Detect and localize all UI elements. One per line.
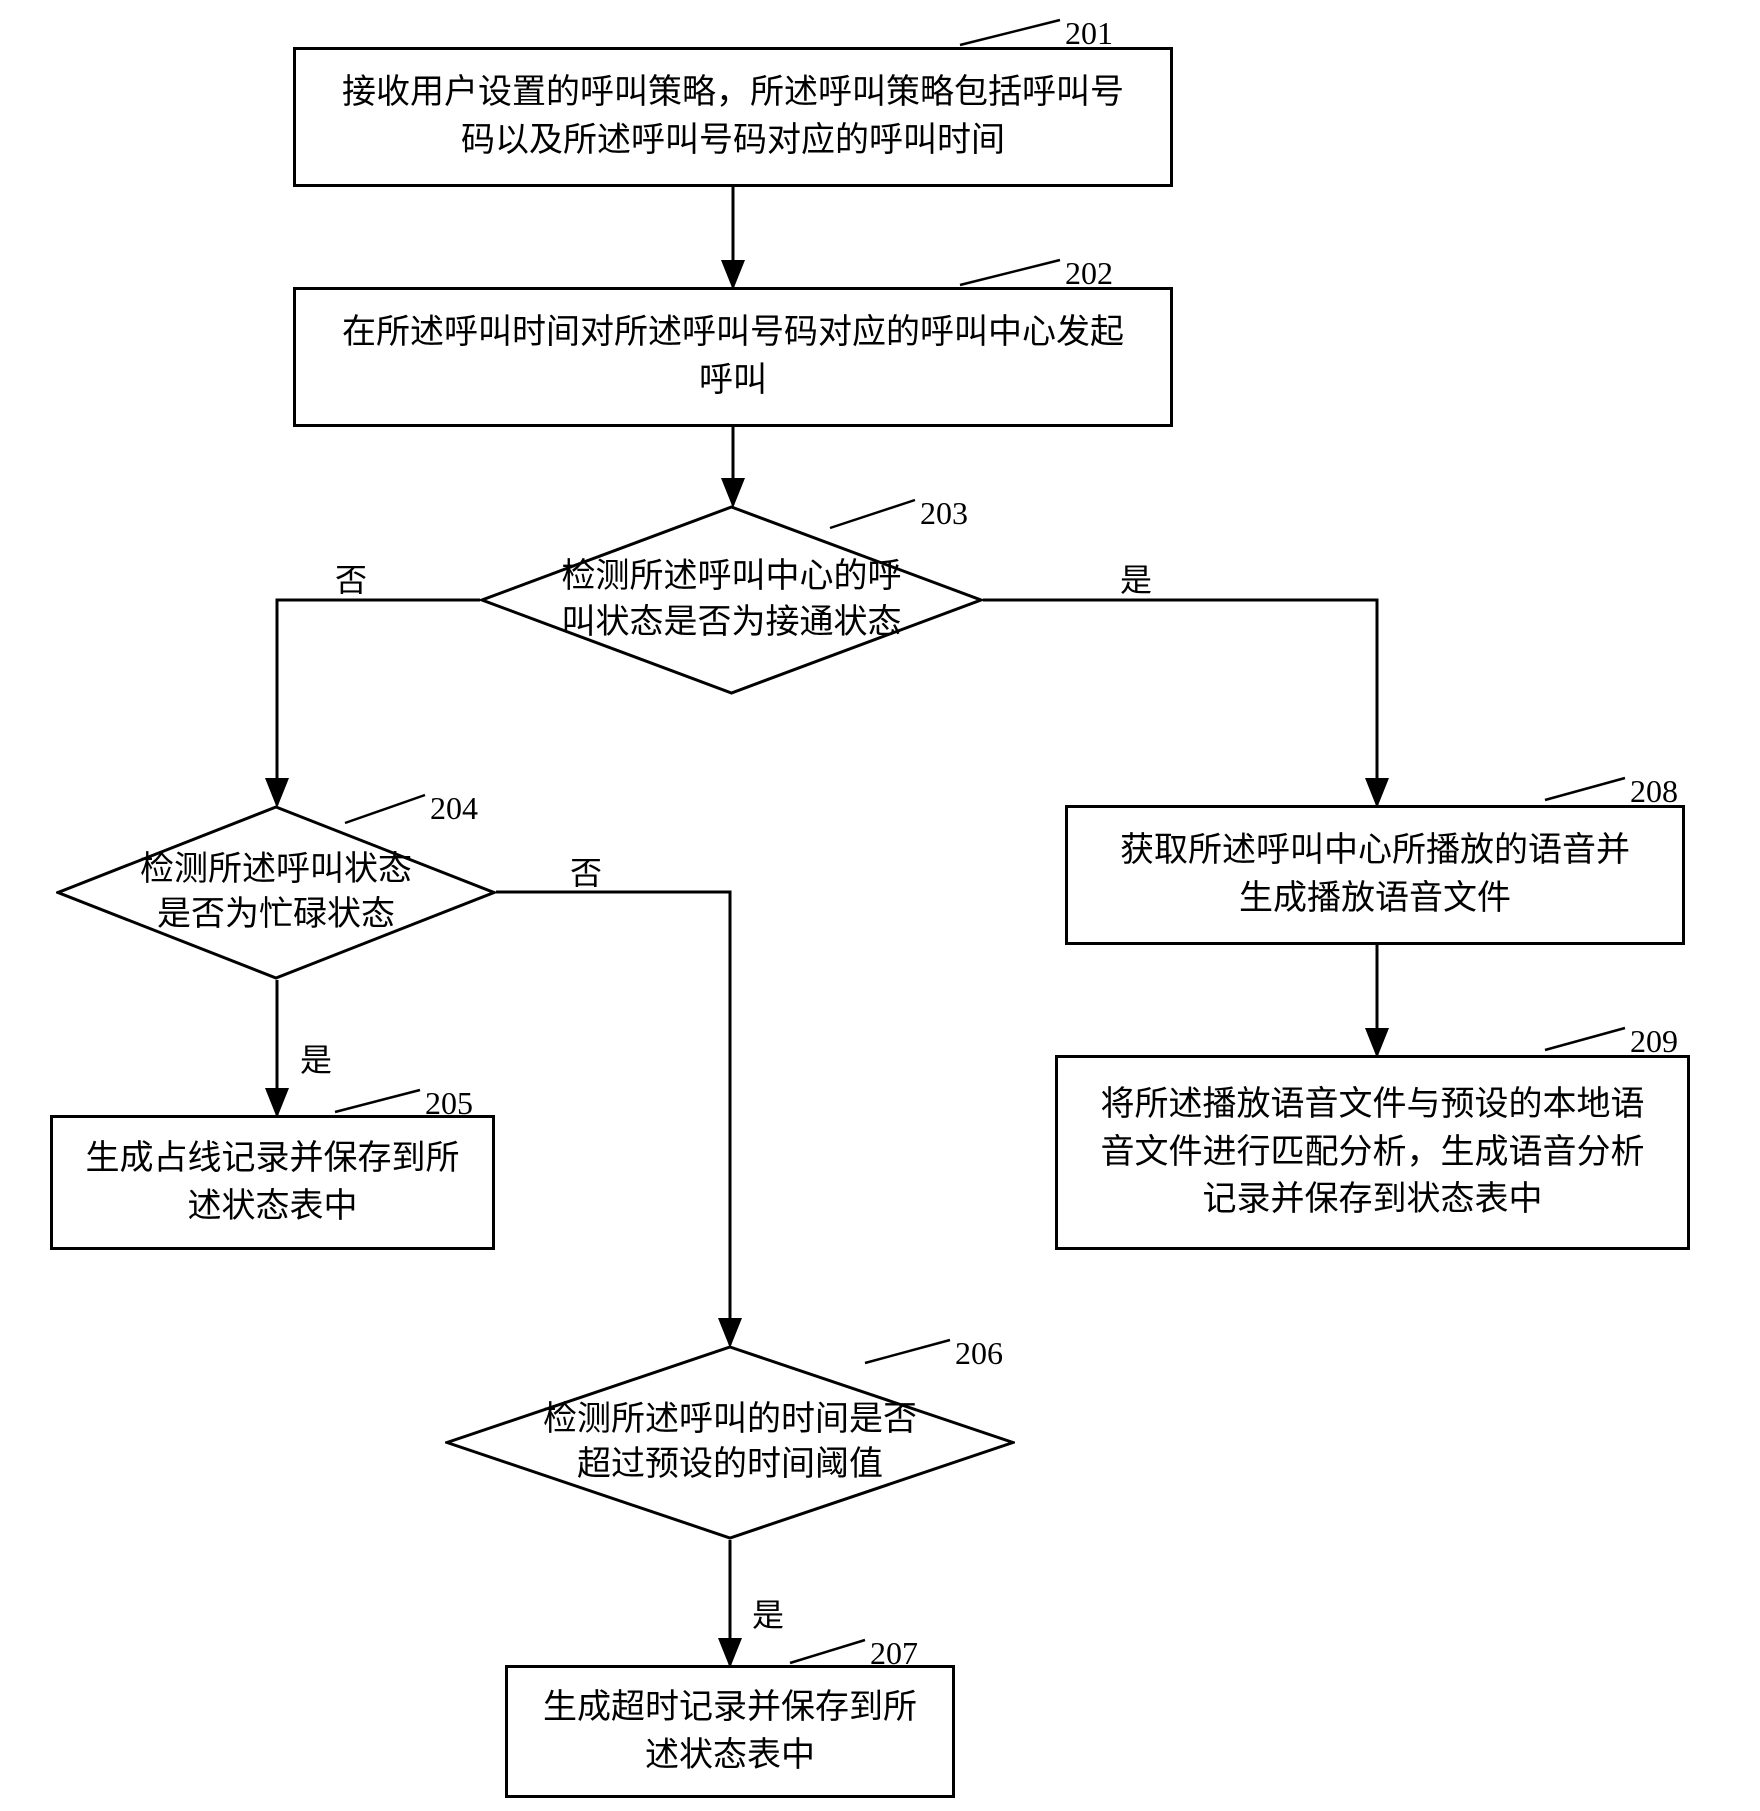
process-n209: 将所述播放语音文件与预设的本地语 音文件进行匹配分析，生成语音分析 记录并保存到… [1055,1055,1690,1250]
decision-n203: 检测所述呼叫中心的呼 叫状态是否为接通状态 [480,505,983,695]
edge-label-5: 否 [570,848,602,894]
decision-n206: 检测所述呼叫的时间是否 超过预设的时间阈值 [445,1345,1015,1540]
ref-label-n206: 206 [955,1335,1003,1372]
process-text-n205: 生成占线记录并保存到所 述状态表中 [86,1135,460,1230]
decision-text-n206: 检测所述呼叫的时间是否 超过预设的时间阈值 [531,1397,930,1489]
edge-5 [496,892,730,1345]
ref-label-n208: 208 [1630,773,1678,810]
process-n202: 在所述呼叫时间对所述呼叫号码对应的呼叫中心发起 呼叫 [293,287,1173,427]
leader-line-n207 [790,1640,865,1663]
process-n208: 获取所述呼叫中心所播放的语音并 生成播放语音文件 [1065,805,1685,945]
process-text-n207: 生成超时记录并保存到所 述状态表中 [543,1684,917,1779]
ref-label-n204: 204 [430,790,478,827]
leader-line-n208 [1545,778,1625,800]
ref-label-n201: 201 [1065,15,1113,52]
leader-line-n202 [960,260,1060,285]
process-text-n208: 获取所述呼叫中心所播放的语音并 生成播放语音文件 [1120,827,1630,922]
decision-text-n204: 检测所述呼叫状态 是否为忙碌状态 [122,847,430,939]
ref-label-n203: 203 [920,495,968,532]
process-n201: 接收用户设置的呼叫策略，所述呼叫策略包括呼叫号 码以及所述呼叫号码对应的呼叫时间 [293,47,1173,187]
edge-label-2: 否 [335,555,367,601]
process-n207: 生成超时记录并保存到所 述状态表中 [505,1665,955,1798]
process-n205: 生成占线记录并保存到所 述状态表中 [50,1115,495,1250]
edge-label-6: 是 [752,1590,784,1636]
ref-label-n207: 207 [870,1635,918,1672]
decision-text-n203: 检测所述呼叫中心的呼 叫状态是否为接通状态 [555,554,907,646]
edge-label-4: 是 [300,1035,332,1081]
decision-n204: 检测所述呼叫状态 是否为忙碌状态 [56,805,496,980]
ref-label-n209: 209 [1630,1023,1678,1060]
process-text-n209: 将所述播放语音文件与预设的本地语 音文件进行匹配分析，生成语音分析 记录并保存到… [1101,1081,1645,1224]
leader-line-n209 [1545,1028,1625,1050]
ref-label-n202: 202 [1065,255,1113,292]
process-text-n202: 在所述呼叫时间对所述呼叫号码对应的呼叫中心发起 呼叫 [342,309,1124,404]
edge-2 [277,600,480,805]
leader-line-n205 [335,1090,420,1112]
diagram-canvas: 接收用户设置的呼叫策略，所述呼叫策略包括呼叫号 码以及所述呼叫号码对应的呼叫时间… [0,0,1760,1811]
edge-3 [983,600,1377,805]
process-text-n201: 接收用户设置的呼叫策略，所述呼叫策略包括呼叫号 码以及所述呼叫号码对应的呼叫时间 [342,69,1124,164]
ref-label-n205: 205 [425,1085,473,1122]
leader-line-n201 [960,20,1060,45]
edge-label-3: 是 [1120,555,1152,601]
